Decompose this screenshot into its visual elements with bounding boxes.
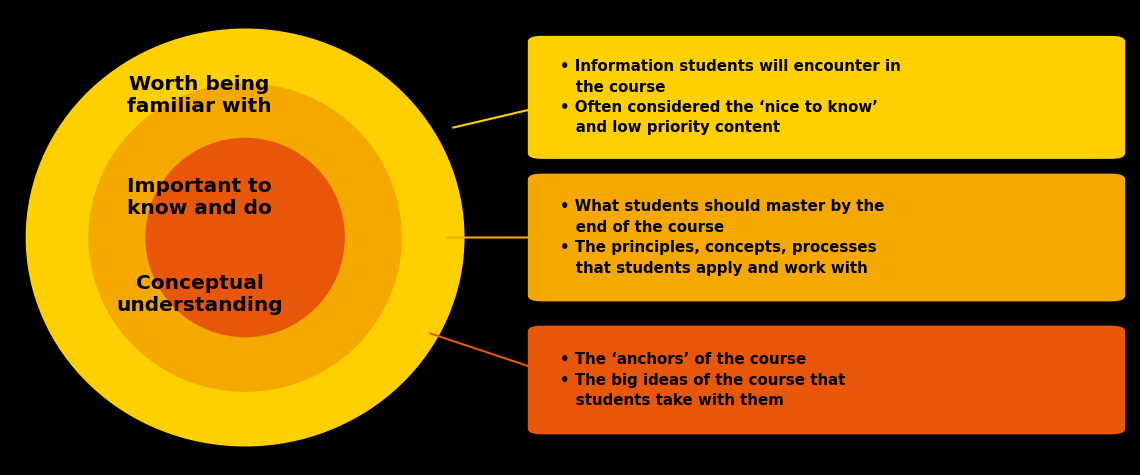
FancyBboxPatch shape <box>528 326 1125 434</box>
Text: Conceptual
understanding: Conceptual understanding <box>116 274 283 315</box>
FancyBboxPatch shape <box>528 173 1125 302</box>
Text: • What students should master by the
   end of the course
• The principles, conc: • What students should master by the end… <box>560 200 885 276</box>
Ellipse shape <box>146 138 345 337</box>
Text: Important to
know and do: Important to know and do <box>127 177 272 218</box>
Ellipse shape <box>25 28 465 446</box>
FancyBboxPatch shape <box>528 36 1125 159</box>
Text: • Information students will encounter in
   the course
• Often considered the ‘n: • Information students will encounter in… <box>560 59 901 135</box>
Text: Worth being
familiar with: Worth being familiar with <box>128 75 271 115</box>
Text: • The ‘anchors’ of the course
• The big ideas of the course that
   students tak: • The ‘anchors’ of the course • The big … <box>560 352 845 408</box>
Ellipse shape <box>89 83 402 392</box>
